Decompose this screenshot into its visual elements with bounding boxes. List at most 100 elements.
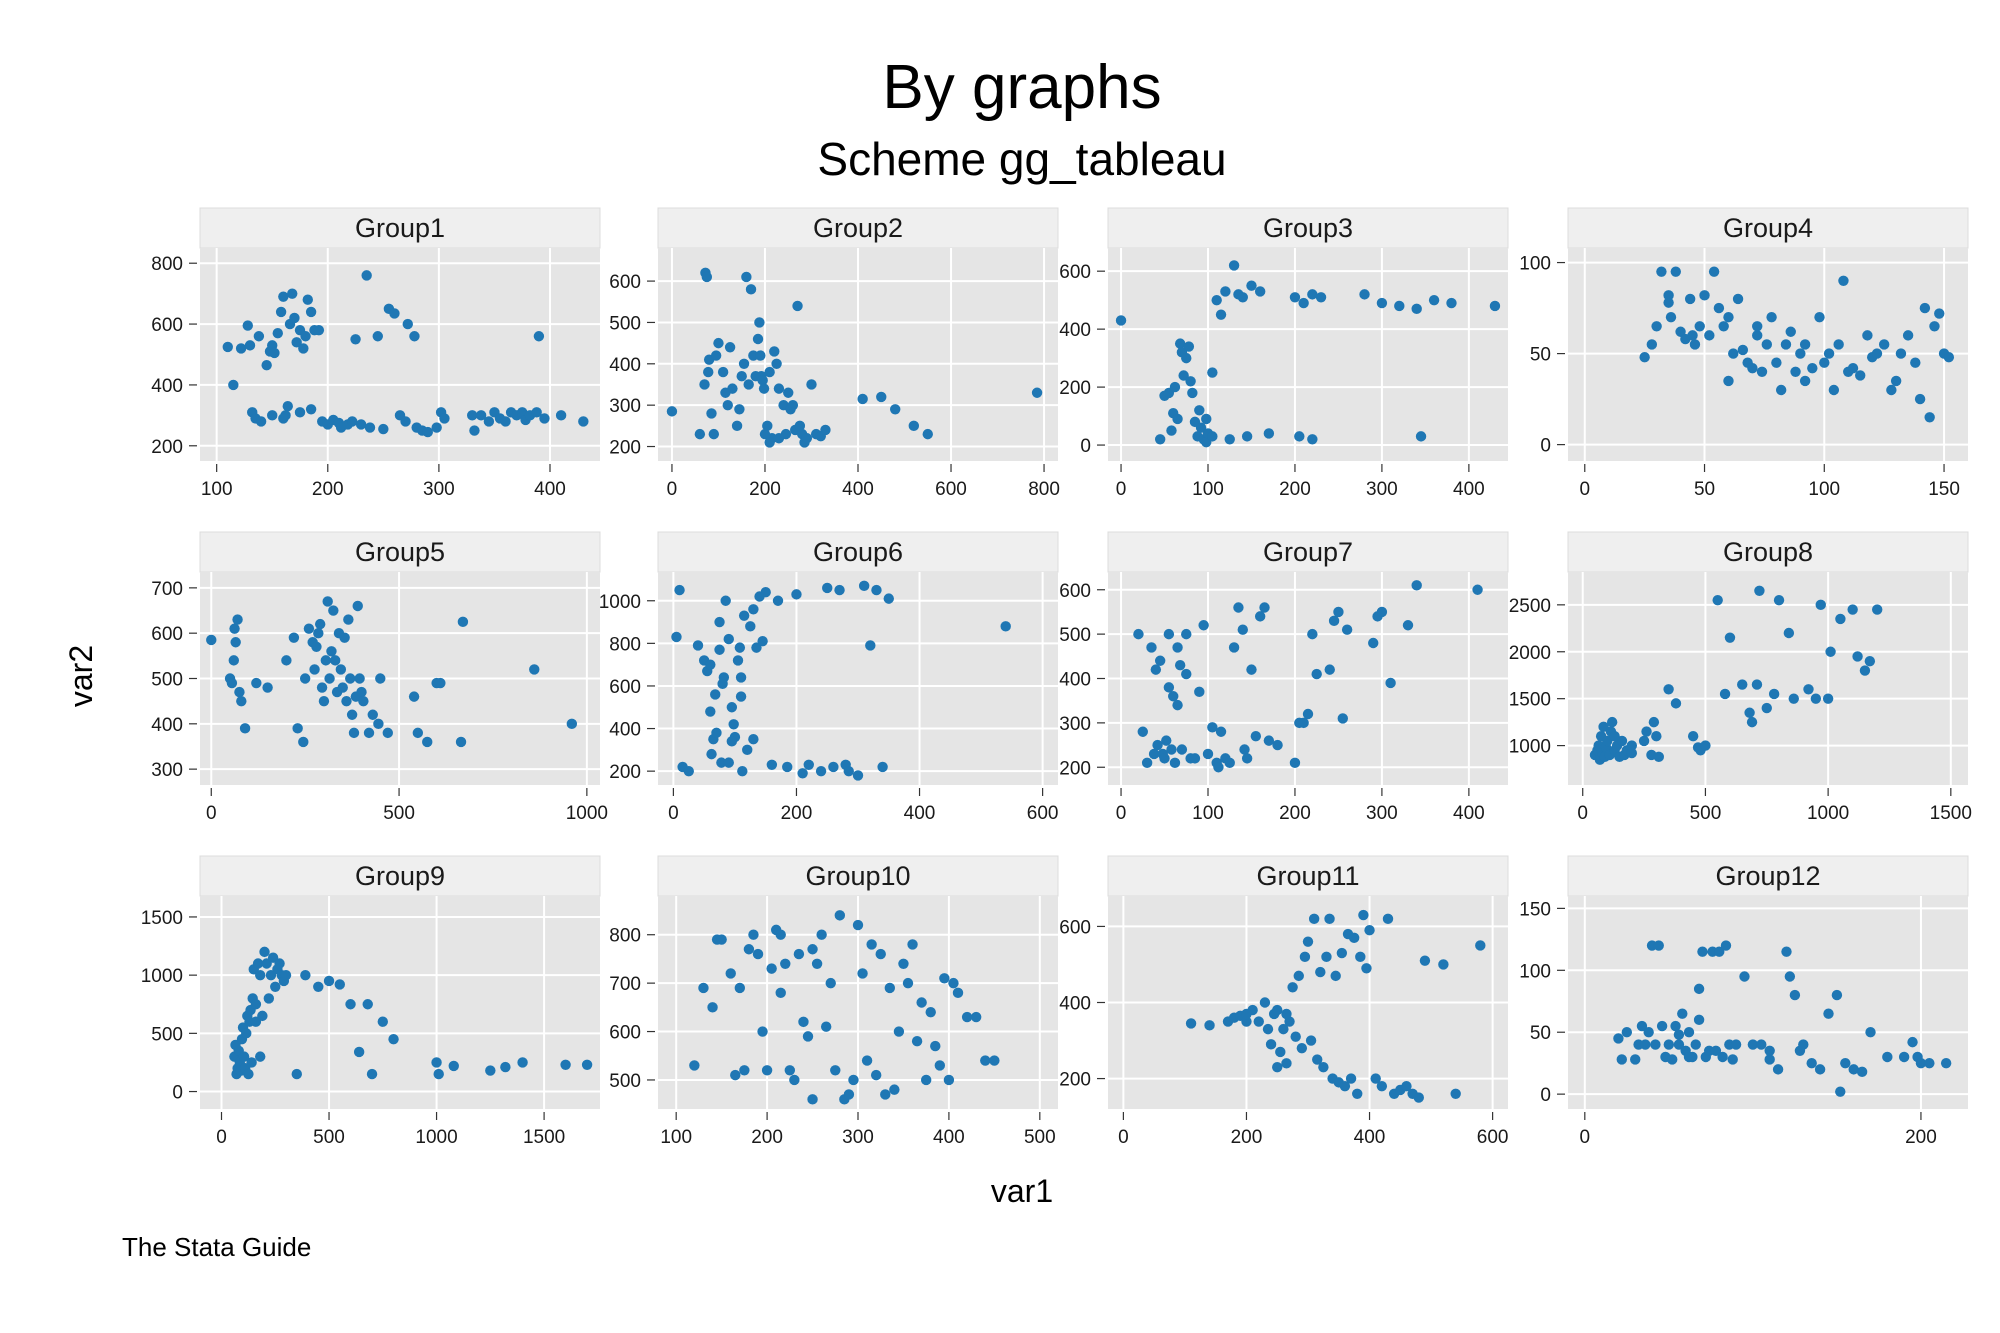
data-point xyxy=(1710,1045,1722,1056)
data-point xyxy=(780,958,791,969)
data-point xyxy=(705,659,716,670)
data-point xyxy=(1929,321,1940,332)
data-point xyxy=(1746,716,1758,728)
data-point xyxy=(961,1011,973,1023)
y-axis-title: var2 xyxy=(63,645,99,707)
data-point xyxy=(234,686,245,698)
data-point xyxy=(902,977,914,989)
data-point xyxy=(1298,297,1309,309)
data-point xyxy=(1862,330,1873,341)
data-point xyxy=(272,328,283,339)
data-point xyxy=(1315,292,1327,303)
data-point xyxy=(1402,620,1414,631)
panel-title: Group11 xyxy=(1256,861,1359,891)
data-point xyxy=(748,929,759,940)
data-point xyxy=(1224,757,1235,769)
data-point xyxy=(724,342,736,353)
data-point xyxy=(1202,748,1214,760)
data-point xyxy=(483,416,495,427)
data-point xyxy=(372,331,383,342)
data-point xyxy=(274,958,285,969)
data-point xyxy=(807,1094,818,1105)
data-point xyxy=(1237,292,1248,303)
data-point xyxy=(433,1068,444,1080)
data-point xyxy=(1376,606,1388,618)
data-point xyxy=(1207,722,1218,733)
data-point xyxy=(267,410,278,421)
data-point xyxy=(335,664,347,675)
y-tick-label: 100 xyxy=(1519,961,1551,982)
data-point xyxy=(699,379,710,390)
data-point xyxy=(1166,744,1177,755)
data-point xyxy=(1943,352,1955,363)
data-point xyxy=(705,706,716,717)
panel-strip xyxy=(199,855,601,897)
data-point xyxy=(1724,632,1736,643)
data-point xyxy=(1752,321,1763,332)
data-point xyxy=(1411,303,1422,315)
data-point xyxy=(1413,1092,1424,1103)
y-tick-label: 400 xyxy=(1059,670,1091,691)
data-point xyxy=(782,761,793,773)
panel-strip xyxy=(1107,855,1509,897)
data-point xyxy=(1744,707,1755,718)
panel-title: Group9 xyxy=(355,861,445,891)
data-point xyxy=(1690,1039,1701,1050)
data-point xyxy=(1241,753,1253,764)
x-tick-label: 500 xyxy=(383,803,415,824)
data-point xyxy=(784,1065,796,1076)
data-point xyxy=(345,673,356,684)
data-point xyxy=(250,999,262,1010)
y-tick-label: 800 xyxy=(609,634,641,655)
data-point xyxy=(363,727,375,739)
data-point xyxy=(1831,989,1843,1001)
data-point xyxy=(1281,1008,1292,1020)
data-point xyxy=(1890,375,1902,387)
data-point xyxy=(1294,431,1305,442)
data-point xyxy=(1272,1004,1283,1016)
data-point xyxy=(362,999,373,1010)
data-point xyxy=(1687,1051,1698,1063)
data-point xyxy=(341,695,352,707)
y-tick-label: 400 xyxy=(609,720,641,741)
data-point xyxy=(1856,1066,1868,1078)
data-point xyxy=(305,306,317,318)
data-point xyxy=(1683,1027,1695,1038)
data-point xyxy=(1772,1064,1784,1075)
panel-group4: Group4 0 50 100 150 0 50 100 xyxy=(1519,207,1969,500)
data-point xyxy=(1764,1054,1775,1065)
data-point xyxy=(789,1074,800,1086)
data-point xyxy=(294,407,306,418)
data-point xyxy=(711,727,722,739)
data-point xyxy=(1259,602,1270,613)
data-point xyxy=(1315,966,1326,978)
data-point xyxy=(1262,1023,1274,1035)
data-point xyxy=(334,979,345,990)
data-point xyxy=(1263,428,1275,439)
data-point xyxy=(1768,688,1780,700)
data-point xyxy=(388,1033,399,1045)
data-point xyxy=(1704,330,1715,341)
data-point xyxy=(1828,384,1840,396)
data-point xyxy=(533,331,545,342)
data-point xyxy=(1670,1020,1681,1032)
data-point xyxy=(911,1036,923,1047)
data-point xyxy=(1713,302,1725,314)
data-point xyxy=(1163,682,1175,693)
x-tick-label: 600 xyxy=(1027,803,1059,824)
data-point xyxy=(1819,357,1830,368)
data-point xyxy=(1898,1051,1910,1063)
data-point xyxy=(1308,913,1320,925)
data-point xyxy=(1663,1039,1675,1050)
panel-strip xyxy=(1567,207,1969,249)
data-point xyxy=(1653,940,1664,951)
data-point xyxy=(858,580,870,592)
x-tick-label: 600 xyxy=(935,479,967,500)
data-point xyxy=(723,757,734,768)
data-point xyxy=(1172,642,1183,653)
data-point xyxy=(1141,757,1153,769)
data-point xyxy=(739,1065,750,1076)
data-point xyxy=(1290,1031,1301,1042)
y-tick-label: 400 xyxy=(1059,320,1091,341)
panel-title: Group8 xyxy=(1723,537,1813,567)
